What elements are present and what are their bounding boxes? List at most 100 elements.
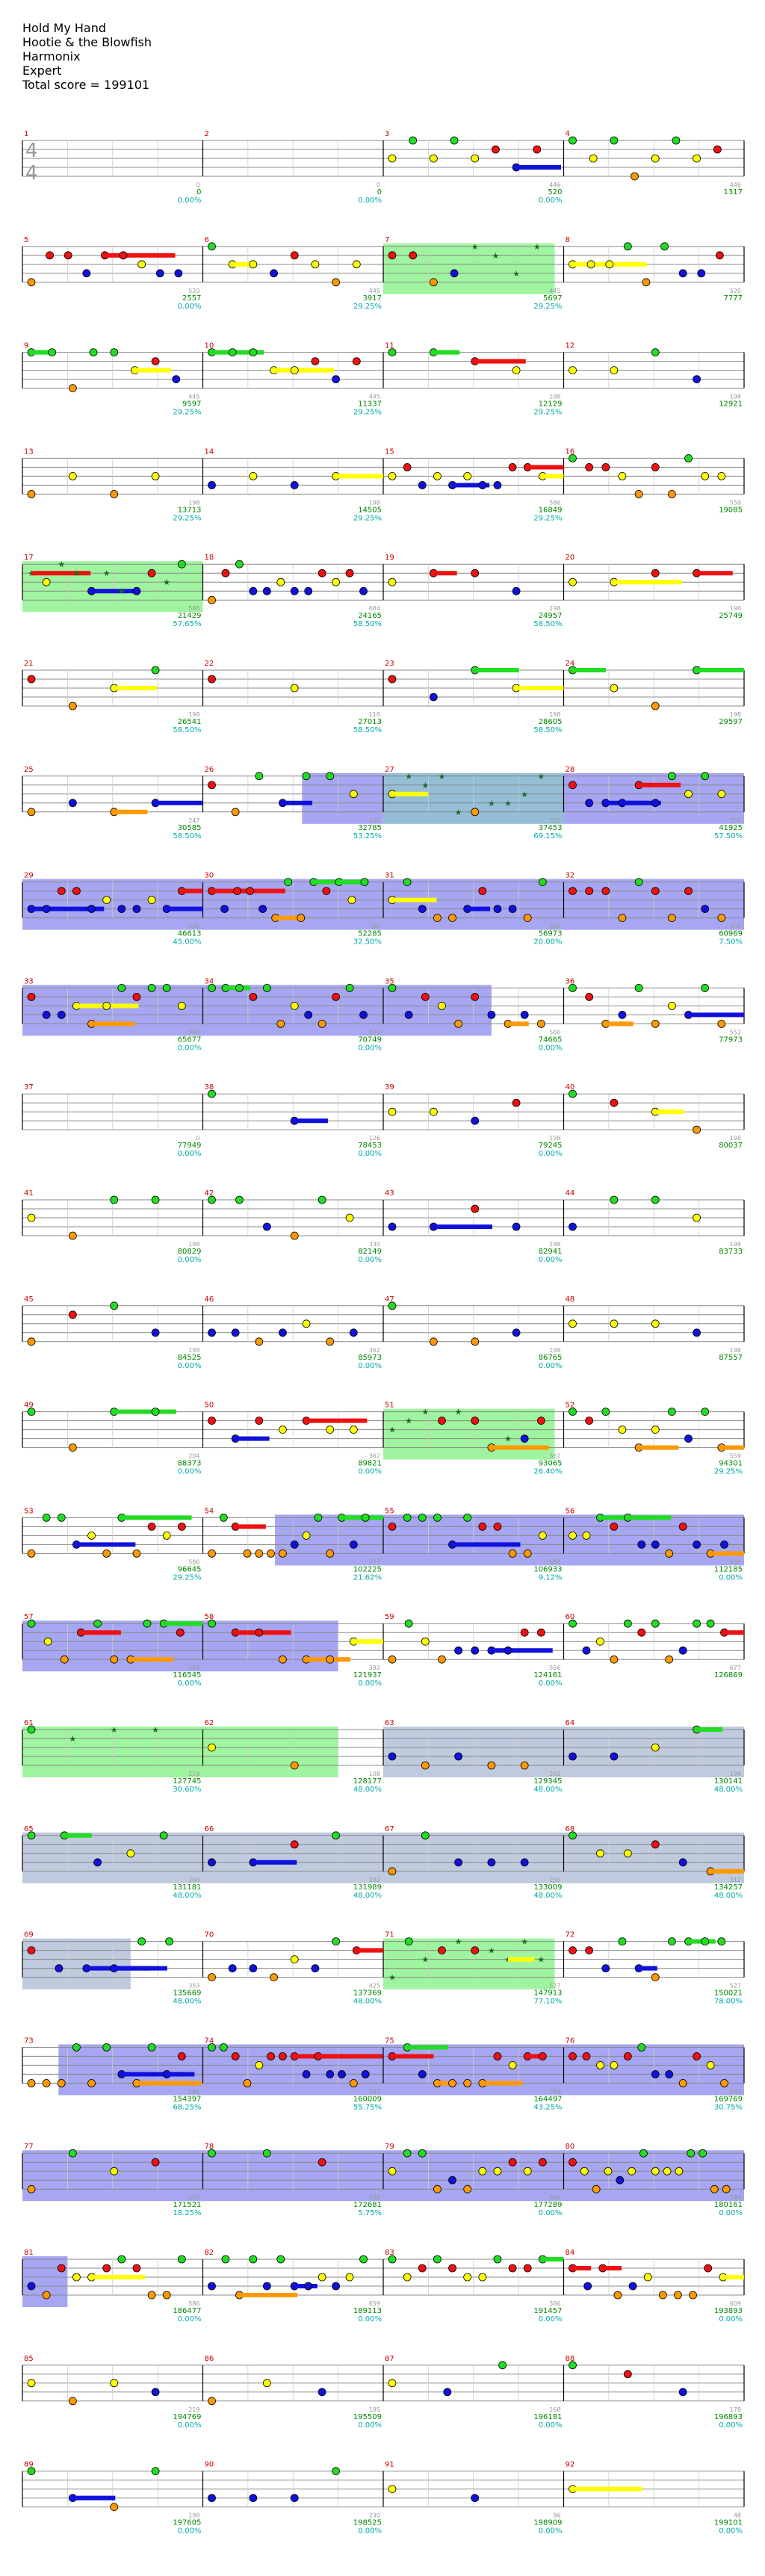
note-gem [596, 1637, 604, 1646]
sustain-tail [508, 1957, 535, 1962]
note-gem [290, 586, 299, 595]
note-gem [674, 2291, 682, 2300]
note-gem [520, 1628, 529, 1637]
sustain-tail [407, 2045, 448, 2050]
note-count: 794 [730, 2194, 741, 2201]
measure-score: 46613 [178, 930, 202, 938]
note-gem [701, 1937, 710, 1946]
note-count: 445 [549, 288, 560, 294]
note-gem [610, 1319, 619, 1328]
measure-number: 27 [385, 766, 394, 774]
note-gem [388, 1655, 397, 1664]
note-count: 118 [369, 711, 380, 718]
note-gem [471, 2494, 480, 2503]
note-count: 445 [369, 288, 380, 294]
note-gem [304, 586, 313, 595]
note-gem [508, 463, 517, 471]
note-gem [418, 1514, 427, 1522]
note-gem [610, 1098, 619, 1107]
measure-number: 37 [24, 1083, 34, 1092]
note-count: 709 [369, 923, 380, 930]
sustain-tail [602, 2266, 622, 2270]
note-gem [326, 1425, 335, 1434]
star-note: ★ [455, 1937, 462, 1947]
measure-score: 28605 [539, 718, 563, 726]
sustain-tail [235, 1524, 266, 1529]
note-gem [697, 269, 706, 278]
note-gem [177, 1523, 186, 1531]
star-note: ★ [405, 1417, 412, 1426]
measure-number: 2 [205, 130, 209, 138]
note-gem [616, 2176, 625, 2185]
note-gem [388, 1752, 397, 1761]
sustain-tail [722, 2275, 744, 2279]
star-power-percent: 55.75% [353, 2103, 382, 2111]
note-gem [174, 269, 183, 278]
note-gem [523, 2167, 532, 2176]
note-gem [618, 914, 627, 922]
measure-number: 6 [205, 236, 209, 244]
note-gem [520, 1858, 529, 1867]
note-gem [388, 1867, 397, 1876]
note-gem [147, 2043, 156, 2052]
note-gem [637, 1540, 646, 1549]
measure-score: 164497 [533, 2095, 562, 2103]
measure-score: 198525 [353, 2519, 382, 2527]
star-power-percent: 58.50% [533, 726, 562, 734]
measure-score: 121937 [353, 1671, 382, 1679]
note-gem [582, 2052, 591, 2061]
note-gem [693, 1540, 701, 1549]
note-gem [57, 1011, 66, 1019]
highlight-region [383, 1408, 555, 1460]
note-gem [592, 2185, 601, 2193]
measure-number: 70 [205, 1931, 214, 1939]
note-gem [332, 2467, 340, 2476]
note-count: 684 [369, 605, 380, 612]
note-gem [651, 1319, 660, 1328]
measure-score: 197605 [173, 2519, 201, 2527]
note-gem [429, 693, 438, 702]
note-gem [409, 136, 418, 145]
sustain-tail [721, 1445, 744, 1450]
note-gem [418, 905, 427, 913]
note-gem [429, 1337, 438, 1346]
star-power-percent: 48.00% [714, 1892, 743, 1900]
note-gem [267, 1549, 276, 1558]
sustain-tail [114, 1409, 177, 1414]
sustain-tail [64, 1833, 92, 1838]
measure-score: 78453 [358, 1142, 382, 1150]
note-gem [345, 569, 354, 578]
note-gem [102, 1002, 111, 1010]
measure-number: 14 [205, 448, 214, 456]
note-gem [46, 251, 55, 260]
note-gem [450, 269, 459, 278]
note-gem [651, 154, 660, 163]
note-count: 96 [553, 2512, 560, 2519]
note-gem [57, 2264, 66, 2273]
note-gem [478, 481, 487, 489]
note-gem [388, 578, 397, 586]
note-count: 656 [730, 1558, 741, 1565]
note-gem [717, 472, 726, 480]
note-gem [72, 2273, 81, 2282]
note-count: 198 [188, 711, 199, 718]
note-gem [569, 1946, 577, 1955]
measure-score: 94301 [719, 1460, 743, 1468]
note-gem [689, 2291, 697, 2300]
sustain-tail [182, 888, 203, 894]
measure-number: 80 [566, 2143, 575, 2151]
star-note: ★ [504, 799, 512, 808]
star-note: ★ [455, 1408, 462, 1417]
measure-number: 22 [205, 660, 214, 668]
note-gem [717, 914, 726, 922]
sustain-tail [639, 782, 681, 787]
measure-number: 44 [566, 1189, 575, 1198]
sustain-tail [253, 1860, 297, 1865]
highlight-region [383, 1938, 555, 1990]
note-count: 559 [730, 923, 741, 930]
note-count: 677 [730, 1665, 741, 1671]
sustain-tail [31, 906, 105, 911]
star-power-percent: 29.25% [353, 409, 382, 417]
note-gem [651, 1619, 660, 1628]
note-gem [318, 1195, 326, 1204]
